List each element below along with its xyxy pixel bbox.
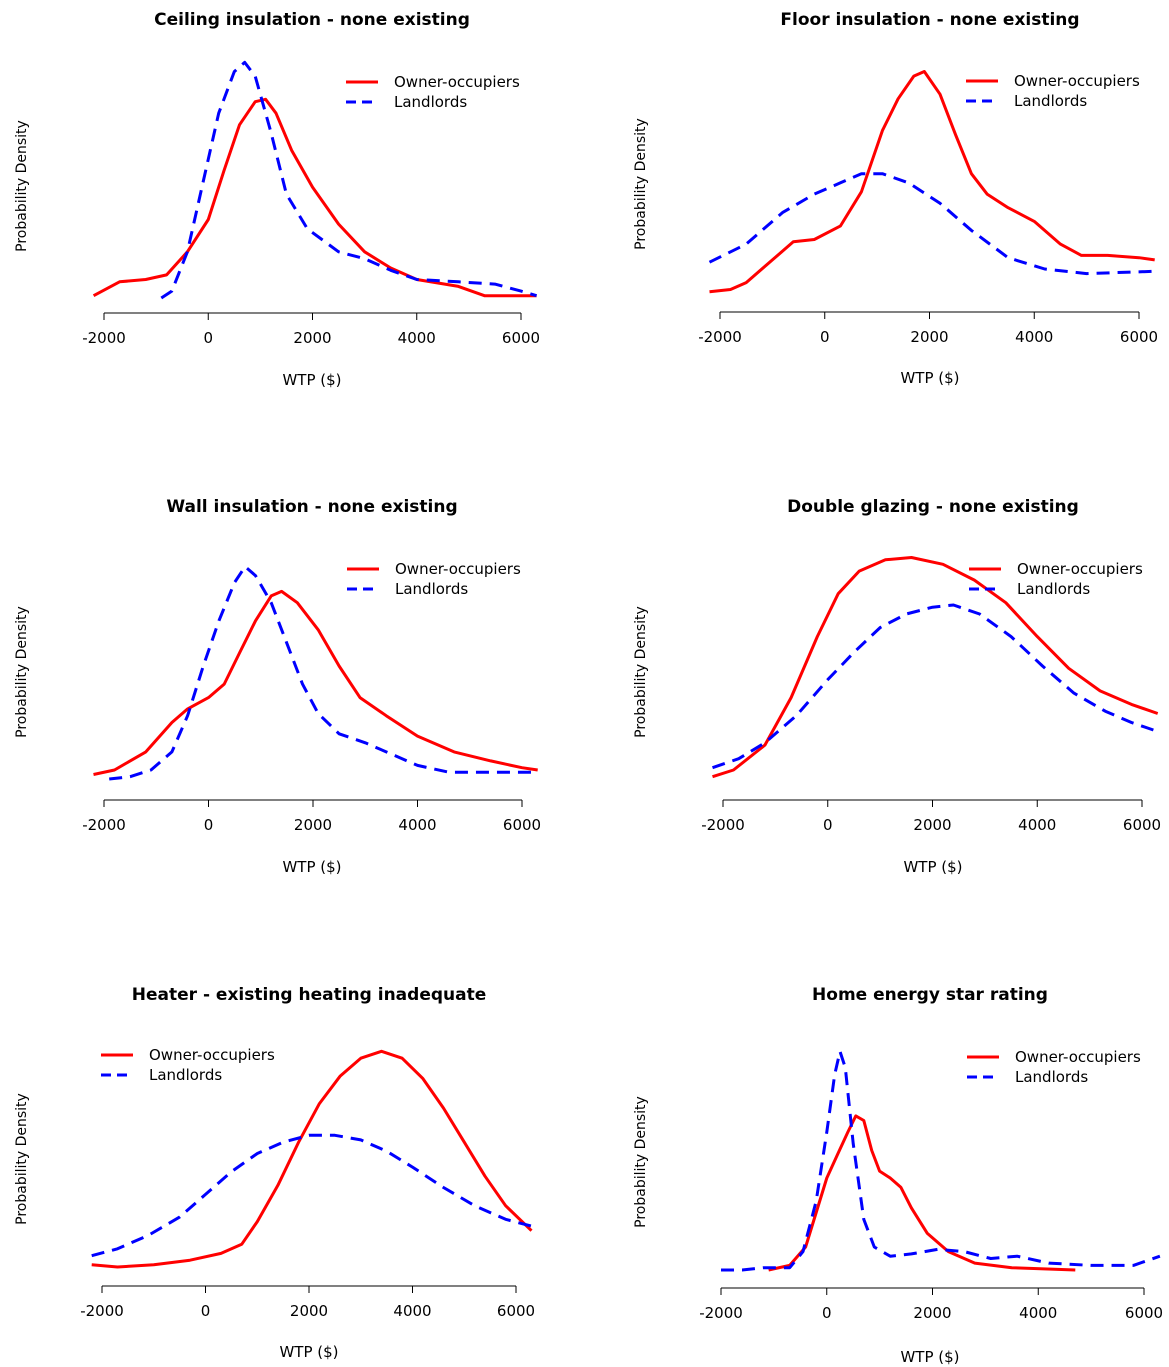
chart-panel-4: Double glazing - none existing Probabilit… [633, 497, 1161, 876]
x-axis-label: WTP ($) [282, 371, 341, 389]
chart-panel-5: Heater - existing heating inadequate Prob… [14, 985, 535, 1361]
x-axis-label: WTP ($) [903, 858, 962, 876]
chart-panel-3: Wall insulation - none existing Probabili… [14, 497, 541, 876]
series-line-owner-occupiers [712, 556, 1159, 779]
legend-label: Owner-occupiers [394, 73, 520, 91]
legend: Owner-occupiers Landlords [347, 560, 521, 598]
x-tick-label: 0 [203, 329, 213, 347]
x-tick-label: 2000 [294, 816, 332, 834]
x-tick-label: -2000 [82, 816, 126, 834]
y-axis-label: Probability Density [633, 1096, 649, 1228]
x-tick-label: 0 [823, 816, 833, 834]
x-tick-label: 4000 [1015, 328, 1053, 346]
x-tick-label: 2000 [910, 328, 948, 346]
x-axis-label: WTP ($) [900, 369, 959, 387]
legend-label: Landlords [1014, 92, 1087, 110]
chart-panel-1: Ceiling insulation - none existing Probab… [14, 10, 540, 389]
series-line-owner-occupiers [92, 97, 537, 298]
x-tick-label: -2000 [699, 1304, 743, 1322]
chart-title: Heater - existing heating inadequate [132, 985, 487, 1005]
x-tick-label: 2000 [290, 1302, 328, 1320]
x-tick-label: 6000 [1123, 816, 1161, 834]
legend: Owner-occupiers Landlords [346, 73, 520, 111]
x-tick-label: 6000 [503, 816, 541, 834]
legend-label: Owner-occupiers [1015, 1048, 1141, 1066]
chart-title: Double glazing - none existing [787, 497, 1079, 517]
series-line-landlords [160, 60, 538, 300]
x-tick-label: 4000 [1019, 1304, 1057, 1322]
legend: Owner-occupiers Landlords [966, 72, 1140, 110]
series-line-landlords [91, 1133, 532, 1258]
x-tick-label: 4000 [398, 816, 436, 834]
legend-label: Owner-occupiers [1014, 72, 1140, 90]
x-tick-label: 0 [201, 1302, 211, 1320]
legend: Owner-occupiers Landlords [967, 1048, 1141, 1086]
x-tick-label: 2000 [293, 329, 331, 347]
chart-panel-6: Home energy star rating Probability Densi… [633, 985, 1163, 1366]
legend-label: Landlords [394, 93, 467, 111]
chart-title: Wall insulation - none existing [166, 497, 457, 517]
x-tick-label: 0 [204, 816, 214, 834]
legend-label: Landlords [395, 580, 468, 598]
series-line-landlords [708, 172, 1155, 276]
y-axis-label: Probability Density [633, 606, 649, 738]
legend-label: Owner-occupiers [1017, 560, 1143, 578]
x-tick-label: 2000 [913, 1304, 951, 1322]
series-line-owner-occupiers [93, 589, 538, 776]
x-axis-label: WTP ($) [282, 858, 341, 876]
y-axis-label: Probability Density [14, 1093, 30, 1225]
legend-label: Owner-occupiers [149, 1046, 275, 1064]
legend: Owner-occupiers Landlords [969, 560, 1143, 598]
x-tick-label: -2000 [698, 328, 742, 346]
legend-label: Owner-occupiers [395, 560, 521, 578]
series-line-landlords [712, 603, 1159, 770]
y-axis-label: Probability Density [14, 120, 30, 252]
legend-label: Landlords [1017, 580, 1090, 598]
x-tick-label: -2000 [701, 816, 745, 834]
x-tick-label: -2000 [82, 329, 126, 347]
series-line-owner-occupiers [709, 70, 1155, 294]
y-axis-label: Probability Density [14, 606, 30, 738]
x-tick-label: 6000 [502, 329, 540, 347]
legend: Owner-occupiers Landlords [101, 1046, 275, 1084]
chart-panel-2: Floor insulation - none existing Probabil… [633, 10, 1158, 387]
x-tick-label: -2000 [80, 1302, 124, 1320]
x-tick-label: 0 [820, 328, 830, 346]
x-tick-label: 4000 [1018, 816, 1056, 834]
chart-title: Ceiling insulation - none existing [154, 10, 470, 30]
x-tick-label: 0 [822, 1304, 832, 1322]
x-tick-label: 6000 [497, 1302, 535, 1320]
series-line-landlords [721, 1050, 1161, 1272]
x-axis-label: WTP ($) [900, 1348, 959, 1366]
x-axis-label: WTP ($) [279, 1343, 338, 1361]
chart-title: Home energy star rating [812, 985, 1048, 1005]
x-tick-label: 4000 [398, 329, 436, 347]
series-line-landlords [109, 565, 538, 781]
x-tick-label: 6000 [1120, 328, 1158, 346]
chart-title: Floor insulation - none existing [780, 10, 1079, 30]
x-tick-label: 4000 [393, 1302, 431, 1320]
y-axis-label: Probability Density [633, 118, 649, 250]
legend-label: Landlords [1015, 1068, 1088, 1086]
series-line-owner-occupiers [91, 1049, 533, 1269]
series-line-owner-occupiers [768, 1114, 1076, 1272]
legend-label: Landlords [149, 1066, 222, 1084]
x-tick-label: 2000 [913, 816, 951, 834]
x-tick-label: 6000 [1125, 1304, 1163, 1322]
